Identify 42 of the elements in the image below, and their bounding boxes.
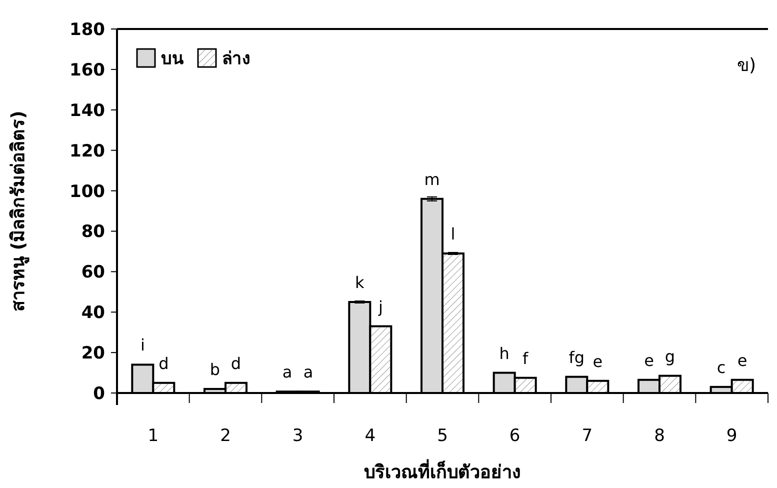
data-label: k — [355, 273, 366, 292]
y-tick-label: 160 — [70, 60, 106, 80]
data-label: d — [230, 354, 242, 373]
x-tick-label: 8 — [654, 426, 665, 446]
y-tick-label: 20 — [81, 344, 106, 364]
data-label: a — [303, 362, 314, 382]
data-label: m — [424, 170, 440, 189]
x-tick-label: 2 — [220, 426, 231, 446]
data-label: g — [664, 346, 676, 366]
x-tick-label: 9 — [726, 426, 738, 446]
data-label: fg — [568, 348, 585, 367]
legend-label: ล่าง — [222, 49, 250, 69]
x-tick-label: 5 — [437, 426, 448, 446]
data-label: e — [644, 350, 654, 370]
data-label: c — [716, 358, 726, 377]
data-label: i — [140, 336, 145, 355]
y-tick-label: 140 — [70, 100, 106, 121]
x-tick-label: 7 — [582, 426, 593, 446]
data-label: l — [450, 224, 456, 244]
data-label: d — [158, 354, 169, 373]
y-tick-label: 180 — [70, 20, 106, 40]
data-label: j — [377, 297, 383, 316]
y-tick-label: 80 — [81, 222, 106, 242]
y-tick-label: 0 — [93, 384, 106, 404]
x-tick-label: 1 — [148, 426, 159, 446]
y-tick-label: 60 — [81, 262, 106, 283]
data-label: f — [522, 348, 529, 368]
x-axis-title: บริเวณที่เก็บตัวอย่าง — [364, 459, 521, 483]
annotation: ข) — [736, 55, 756, 76]
x-tick-label: 3 — [292, 426, 304, 446]
data-label: h — [499, 344, 510, 363]
x-tick-label: 4 — [364, 426, 376, 446]
y-tick-label: 40 — [81, 303, 106, 324]
legend-label: บน — [161, 49, 184, 69]
x-tick-label: 6 — [509, 426, 520, 446]
data-label: e — [592, 352, 603, 371]
data-label: a — [282, 362, 292, 382]
y-tick-label: 100 — [70, 182, 106, 202]
y-tick-label: 120 — [70, 141, 106, 162]
data-label: e — [737, 350, 748, 370]
data-label: b — [210, 360, 220, 379]
y-axis-title: สารหนู (มิลลิกรัมต่อลิตร) — [8, 110, 30, 312]
